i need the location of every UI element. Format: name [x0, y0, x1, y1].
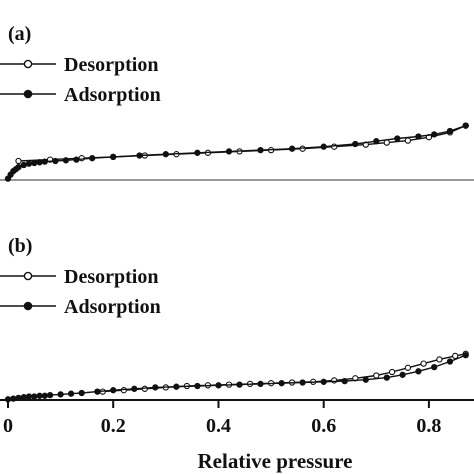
panel-b-x-ticks: 0 0.2 0.4 0.6 0.8 [3, 400, 441, 437]
data-point-adsorption [73, 156, 80, 163]
data-point-adsorption [94, 388, 101, 395]
legend-label-desorption: Desorption [64, 54, 158, 76]
data-point-adsorption [320, 143, 327, 150]
data-point-desorption [404, 364, 412, 371]
data-point-adsorption [110, 153, 117, 161]
data-point-adsorption [215, 382, 222, 389]
data-point-adsorption [194, 149, 201, 156]
data-point-adsorption [257, 380, 264, 388]
data-point-adsorption [431, 131, 438, 138]
data-point-adsorption [57, 391, 64, 398]
data-point-adsorption [373, 138, 380, 145]
panel-a: (a) Desorption Adsorption [0, 23, 474, 182]
data-point-adsorption [41, 158, 48, 165]
data-point-adsorption [162, 151, 169, 158]
data-point-adsorption [31, 159, 38, 167]
data-point-desorption [15, 157, 22, 165]
x-tick-label: 0.4 [206, 415, 231, 437]
x-tick-label: 0.6 [311, 415, 336, 437]
legend-item-desorption: Desorption [0, 54, 158, 76]
data-point-adsorption [110, 387, 117, 394]
data-point-adsorption [62, 157, 70, 164]
data-point-adsorption [352, 140, 359, 148]
x-tick-label: 0.2 [101, 415, 126, 437]
data-point-adsorption [399, 371, 406, 378]
panel-b-label: (b) [8, 235, 32, 257]
legend-marker-adsorption [23, 89, 33, 99]
data-point-desorption [436, 356, 443, 363]
data-point-adsorption [257, 146, 264, 154]
data-point-adsorption [136, 152, 143, 159]
data-point-adsorption [462, 122, 469, 129]
panel-a-plot [4, 122, 469, 182]
series-line-desorption [18, 124, 466, 162]
data-point-adsorption [52, 157, 59, 165]
data-point-adsorption [299, 379, 306, 386]
data-point-adsorption [341, 377, 348, 385]
legend-marker-desorption [23, 59, 33, 69]
data-point-adsorption [78, 389, 85, 397]
data-point-adsorption [462, 352, 469, 359]
data-point-adsorption [194, 382, 201, 390]
panel-a-label: (a) [8, 23, 31, 45]
data-point-adsorption [362, 376, 369, 383]
data-point-adsorption [415, 368, 422, 375]
data-point-adsorption [236, 381, 243, 388]
legend-item-adsorption: Adsorption [0, 296, 161, 318]
data-point-desorption [331, 377, 338, 384]
data-point-adsorption [20, 161, 27, 169]
data-point-adsorption [288, 145, 296, 152]
data-point-adsorption [36, 159, 43, 166]
data-point-desorption [388, 368, 396, 376]
data-point-adsorption [383, 374, 390, 381]
series-line-adsorption [7, 354, 466, 400]
panel-b: (b) Desorption Adsorption 0 0.2 0.4 0.6 0.8 … [0, 235, 474, 473]
data-point-desorption [331, 143, 338, 150]
data-point-adsorption [36, 392, 43, 399]
x-tick-label: 0 [3, 415, 13, 437]
data-point-adsorption [31, 393, 38, 400]
data-point-desorption [78, 155, 85, 162]
data-point-adsorption [15, 163, 22, 171]
panel-b-plot [4, 350, 469, 403]
x-axis-title: Relative pressure [198, 449, 353, 473]
data-point-adsorption [173, 383, 180, 390]
data-point-desorption [373, 372, 380, 379]
data-point-adsorption [431, 363, 438, 371]
data-point-adsorption [394, 135, 401, 142]
legend-item-desorption: Desorption [0, 266, 158, 288]
panel-b-x-axis: 0 0.2 0.4 0.6 0.8 [0, 399, 474, 437]
data-point-adsorption [46, 391, 54, 399]
data-point-adsorption [67, 390, 75, 397]
data-point-adsorption [25, 393, 33, 400]
data-point-adsorption [131, 385, 138, 392]
data-point-adsorption [89, 155, 96, 162]
data-point-desorption [404, 137, 412, 144]
data-point-adsorption [25, 160, 33, 167]
legend-item-adsorption: Adsorption [0, 84, 161, 106]
legend-marker-adsorption [23, 301, 33, 311]
data-point-desorption [452, 352, 459, 360]
data-point-desorption [420, 360, 427, 367]
data-point-adsorption [41, 392, 48, 399]
data-point-adsorption [320, 378, 327, 385]
legend-label-desorption: Desorption [64, 266, 158, 288]
data-point-adsorption [152, 384, 159, 391]
data-point-adsorption [446, 127, 454, 135]
data-point-adsorption [225, 148, 233, 155]
panel-b-legend: Desorption Adsorption [0, 266, 161, 318]
data-point-adsorption [415, 133, 422, 140]
legend-label-adsorption: Adsorption [64, 296, 161, 318]
panel-a-legend: Desorption Adsorption [0, 54, 161, 106]
data-point-adsorption [278, 380, 285, 387]
x-tick-label: 0.8 [416, 415, 441, 437]
legend-label-adsorption: Adsorption [64, 84, 161, 106]
data-point-adsorption [446, 358, 454, 365]
legend-marker-desorption [23, 271, 33, 281]
